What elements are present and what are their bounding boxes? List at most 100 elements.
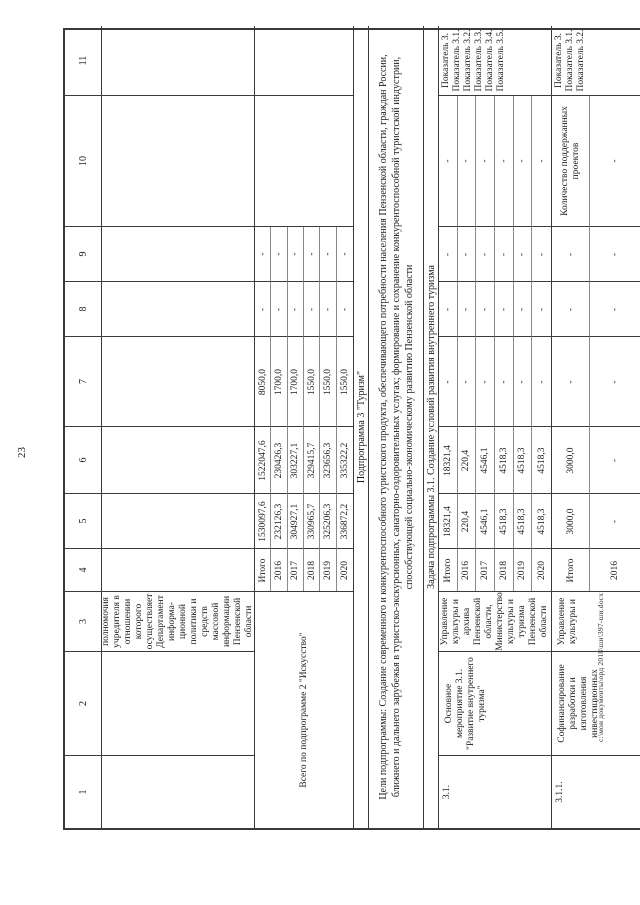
amount-total: - bbox=[590, 493, 640, 549]
subprogram3-goals-text: Цели подпрограммы: Создание современного… bbox=[377, 54, 415, 800]
dash-cell: - bbox=[271, 226, 288, 282]
amount-total: 18321,4 bbox=[439, 493, 458, 549]
empty-cell bbox=[102, 281, 255, 336]
dash-cell: - bbox=[552, 336, 590, 427]
dash-cell: - bbox=[287, 281, 304, 337]
dash-cell: - bbox=[494, 336, 514, 427]
dash-cell: - bbox=[476, 281, 495, 337]
dash-cell: - bbox=[513, 281, 533, 337]
year-label: 2017 bbox=[287, 548, 304, 591]
year-label: 2018 bbox=[494, 548, 514, 591]
indicator-name-text: Количество поддержанных проектов bbox=[559, 106, 581, 216]
indicator-ref: Показатель 3. bbox=[441, 33, 451, 88]
dash-cell: - bbox=[552, 281, 590, 337]
year-label: 2018 bbox=[304, 548, 321, 591]
dash-cell: - bbox=[532, 336, 551, 427]
row-3-1-executor-text: Управление культуры и архива Пензенской … bbox=[440, 592, 549, 651]
amount-budget: 4518,3 bbox=[532, 426, 551, 494]
empty-cell bbox=[102, 426, 255, 493]
row-3-1-1-indicators: Показатель 3. Показатель 3.1. Показатель… bbox=[552, 26, 640, 95]
empty-cell bbox=[102, 493, 255, 548]
dash-cell: - bbox=[513, 95, 533, 227]
amount-budget: 335322,2 bbox=[336, 426, 353, 494]
empty-cell bbox=[102, 755, 255, 828]
amount-budget: - bbox=[590, 426, 640, 494]
empty-cell bbox=[102, 95, 255, 226]
amount-total: 4518,3 bbox=[513, 493, 533, 549]
amount-budget: 303227,1 bbox=[287, 426, 304, 494]
amount-total: 330965,7 bbox=[304, 493, 321, 549]
dash-cell: - bbox=[476, 336, 495, 427]
col-header-5: 5 bbox=[65, 493, 102, 548]
row-3-1-1-num: 3.1.1. bbox=[552, 755, 640, 828]
amount-federal: 1700,0 bbox=[271, 336, 288, 427]
dash-cell: - bbox=[590, 281, 640, 337]
amount-budget: 1522047,6 bbox=[255, 426, 272, 494]
indicator-ref: Показатель 3.4. bbox=[485, 29, 495, 92]
dash-cell: - bbox=[320, 226, 337, 282]
subprogram3-task: Задача подпрограммы 3.1. Создание услови… bbox=[424, 26, 439, 828]
dash-cell: - bbox=[320, 281, 337, 337]
indicator-ref: Показатель 3.3. bbox=[474, 29, 484, 92]
program-budget-table: 1 2 3 4 5 6 7 8 9 10 11 полномочия учред… bbox=[63, 26, 640, 830]
row-3-1-amounts: Итого 18321,4 18321,4 - - - - 2016 220,4… bbox=[439, 95, 552, 591]
row-3-1-num: 3.1. bbox=[439, 755, 552, 828]
dash-cell: - bbox=[457, 95, 477, 227]
amount-total: 1530097,6 bbox=[255, 493, 272, 549]
indicator-ref: Показатель 3.1. bbox=[565, 29, 575, 92]
indicator-ref: Показатель 3.2. bbox=[463, 29, 473, 92]
amount-budget: 323656,3 bbox=[320, 426, 337, 494]
amount-federal: 8050,0 bbox=[255, 336, 272, 427]
row-3-1-1-executor-text: Управление культуры и bbox=[557, 597, 578, 646]
amount-budget: 329415,7 bbox=[304, 426, 321, 494]
page-number: 23 bbox=[16, 447, 28, 458]
empty-cell bbox=[102, 26, 255, 95]
row-3-1-name: Основное мероприятие 3.1. "Развитие внут… bbox=[439, 651, 552, 755]
indicator-ref: Показатель 3. bbox=[554, 33, 564, 88]
amount-federal: 1550,0 bbox=[304, 336, 321, 427]
year-label: 2016 bbox=[590, 548, 640, 591]
amount-total: 4546,1 bbox=[476, 493, 495, 549]
dash-cell: - bbox=[494, 226, 514, 282]
dash-cell: - bbox=[304, 281, 321, 337]
row-3-1-executor: Управление культуры и архива Пензенской … bbox=[439, 591, 552, 651]
dash-cell: - bbox=[494, 95, 514, 227]
col-header-4: 4 bbox=[65, 548, 102, 591]
empty-cell bbox=[102, 548, 255, 591]
col-header-10: 10 bbox=[65, 95, 102, 226]
dash-cell: - bbox=[336, 281, 353, 337]
dash-cell: - bbox=[532, 281, 551, 337]
dash-cell: - bbox=[457, 281, 477, 337]
year-label: 2019 bbox=[513, 548, 533, 591]
year-label: Итого bbox=[255, 548, 272, 591]
dash-cell: - bbox=[513, 336, 533, 427]
year-label: 2020 bbox=[532, 548, 551, 591]
amount-total: 304927,1 bbox=[287, 493, 304, 549]
year-label: 2016 bbox=[457, 548, 477, 591]
dash-cell: - bbox=[287, 226, 304, 282]
dash-cell: - bbox=[476, 226, 495, 282]
amount-federal: 1550,0 bbox=[320, 336, 337, 427]
amount-federal: 1550,0 bbox=[336, 336, 353, 427]
dash-cell: - bbox=[494, 281, 514, 337]
amount-budget: 18321,4 bbox=[439, 426, 458, 494]
dash-cell: - bbox=[590, 226, 640, 282]
year-label: Итого bbox=[552, 548, 590, 591]
empty-cell bbox=[255, 26, 354, 95]
dash-cell: - bbox=[457, 226, 477, 282]
dash-cell: - bbox=[536, 159, 547, 163]
year-label: Итого bbox=[439, 548, 458, 591]
dash-cell: - bbox=[255, 226, 272, 282]
empty-cell bbox=[102, 336, 255, 426]
total-subprogram2-label: Всего по подпрограмме 2 "Искусство" bbox=[255, 591, 354, 828]
amount-budget: 4518,3 bbox=[513, 426, 533, 494]
dash-cell: - bbox=[339, 252, 350, 256]
amount-budget: 4546,1 bbox=[476, 426, 495, 494]
year-label: 2019 bbox=[320, 548, 337, 591]
dash-cell: - bbox=[513, 226, 533, 282]
amount-budget: 230426,3 bbox=[271, 426, 288, 494]
amount-budget: 4518,3 bbox=[494, 426, 514, 494]
founder-note-text: полномочия учредителя в отношении которо… bbox=[102, 593, 254, 650]
amount-total: 232126,3 bbox=[271, 493, 288, 549]
dash-cell: - bbox=[439, 95, 458, 227]
